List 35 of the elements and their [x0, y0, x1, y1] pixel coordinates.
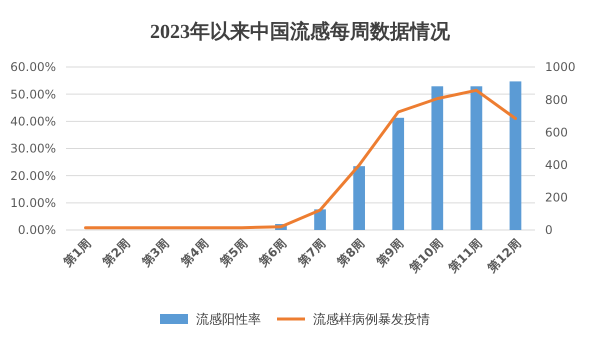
x-tick-label: 第6周: [256, 236, 290, 270]
bar: [353, 166, 365, 230]
x-tick-label: 第4周: [177, 236, 211, 270]
y-tick-label: 50.00%: [10, 87, 56, 102]
bar: [470, 86, 482, 230]
y2-tick-label: 600: [545, 125, 568, 140]
bar: [431, 86, 444, 230]
y2-tick-label: 0: [545, 223, 553, 238]
y-tick-label: 0.00%: [18, 223, 56, 238]
x-tick-label: 第3周: [138, 236, 172, 270]
y-tick-label: 20.00%: [10, 168, 56, 183]
chart-title: 2023年以来中国流感每周数据情况: [150, 20, 451, 43]
y-tick-label: 60.00%: [10, 60, 56, 74]
x-tick-label: 第12周: [484, 236, 524, 276]
y-tick-label: 40.00%: [10, 114, 56, 129]
x-tick-label: 第10周: [406, 236, 446, 276]
y-tick-label: 30.00%: [10, 142, 56, 156]
y2-tick-label: 200: [545, 190, 568, 205]
legend-label: 流感样病例暴发疫情: [313, 312, 430, 328]
y-tick-label: 10.00%: [10, 196, 56, 210]
y2-tick-label: 1000: [545, 60, 576, 74]
legend-label: 流感阳性率: [196, 312, 261, 328]
bar: [314, 209, 326, 230]
x-tick-label: 第7周: [294, 236, 328, 270]
line-series: [84, 88, 517, 230]
bar: [510, 81, 522, 230]
x-tick-label: 第8周: [334, 236, 368, 270]
y2-tick-label: 400: [545, 158, 568, 172]
y2-tick-label: 800: [545, 92, 568, 107]
x-tick-label: 第5周: [216, 236, 250, 270]
x-tick-label: 第11周: [445, 236, 484, 276]
x-tick-label: 第9周: [372, 236, 406, 270]
x-tick-label: 第2周: [99, 236, 133, 270]
bar: [392, 118, 404, 230]
x-tick-label: 第1周: [60, 236, 94, 270]
